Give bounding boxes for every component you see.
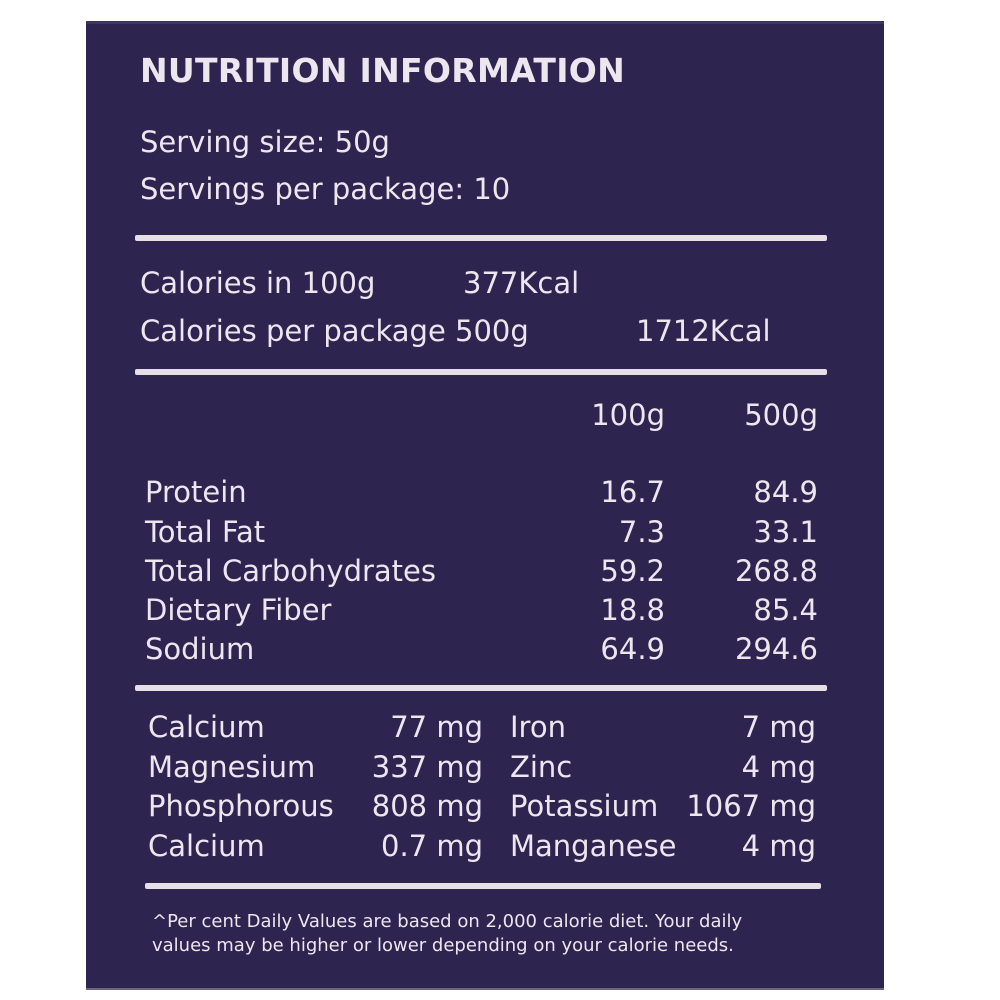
column-header-100g: 100g [591, 398, 665, 432]
nutrient-per-100g: 18.8 [600, 593, 665, 627]
footnote-line: ^Per cent Daily Values are based on 2,00… [152, 911, 743, 932]
calories-value: 377Kcal [463, 266, 580, 300]
divider [135, 685, 827, 691]
mineral-value: 4 mg [741, 829, 816, 863]
nutrient-per-500g: 294.6 [734, 632, 818, 666]
nutrient-name: Sodium [145, 632, 255, 666]
mineral-value: 77 mg [390, 710, 483, 744]
nutrient-per-500g: 85.4 [753, 593, 818, 627]
nutrient-per-100g: 64.9 [600, 632, 665, 666]
nutrient-per-100g: 7.3 [618, 515, 665, 549]
servings-per-package: Servings per package: 10 [140, 172, 511, 206]
nutrient-per-100g: 16.7 [600, 475, 665, 509]
divider [135, 369, 827, 375]
mineral-name: Manganese [510, 829, 677, 863]
nutrition-panel [86, 21, 884, 988]
footnote-line: values may be higher or lower depending … [152, 935, 734, 956]
mineral-name: Calcium [148, 829, 265, 863]
mineral-value: 337 mg [371, 750, 483, 784]
mineral-name: Zinc [510, 750, 573, 784]
mineral-value: 808 mg [371, 789, 483, 823]
mineral-name: Potassium [510, 789, 659, 823]
nutrient-name: Dietary Fiber [145, 593, 332, 627]
serving-size: Serving size: 50g [140, 125, 390, 159]
nutrient-name: Protein [145, 475, 247, 509]
divider [145, 883, 821, 889]
mineral-value: 0.7 mg [381, 829, 483, 863]
nutrient-per-100g: 59.2 [600, 554, 665, 588]
mineral-name: Iron [510, 710, 566, 744]
calories-value: 1712Kcal [636, 314, 771, 348]
calories-label: Calories per package 500g [140, 314, 529, 348]
nutrient-per-500g: 84.9 [753, 475, 818, 509]
calories-label: Calories in 100g [140, 266, 376, 300]
label-title: NUTRITION INFORMATION [140, 51, 626, 90]
nutrient-name: Total Carbohydrates [145, 554, 437, 588]
mineral-name: Calcium [148, 710, 265, 744]
nutrient-per-500g: 268.8 [734, 554, 818, 588]
mineral-value: 4 mg [741, 750, 816, 784]
nutrient-name: Total Fat [145, 515, 266, 549]
nutrient-per-500g: 33.1 [753, 515, 818, 549]
column-header-500g: 500g [744, 398, 818, 432]
mineral-name: Phosphorous [148, 789, 334, 823]
divider [135, 235, 827, 241]
mineral-value: 7 mg [741, 710, 816, 744]
mineral-name: Magnesium [148, 750, 316, 784]
mineral-value: 1067 mg [686, 789, 816, 823]
